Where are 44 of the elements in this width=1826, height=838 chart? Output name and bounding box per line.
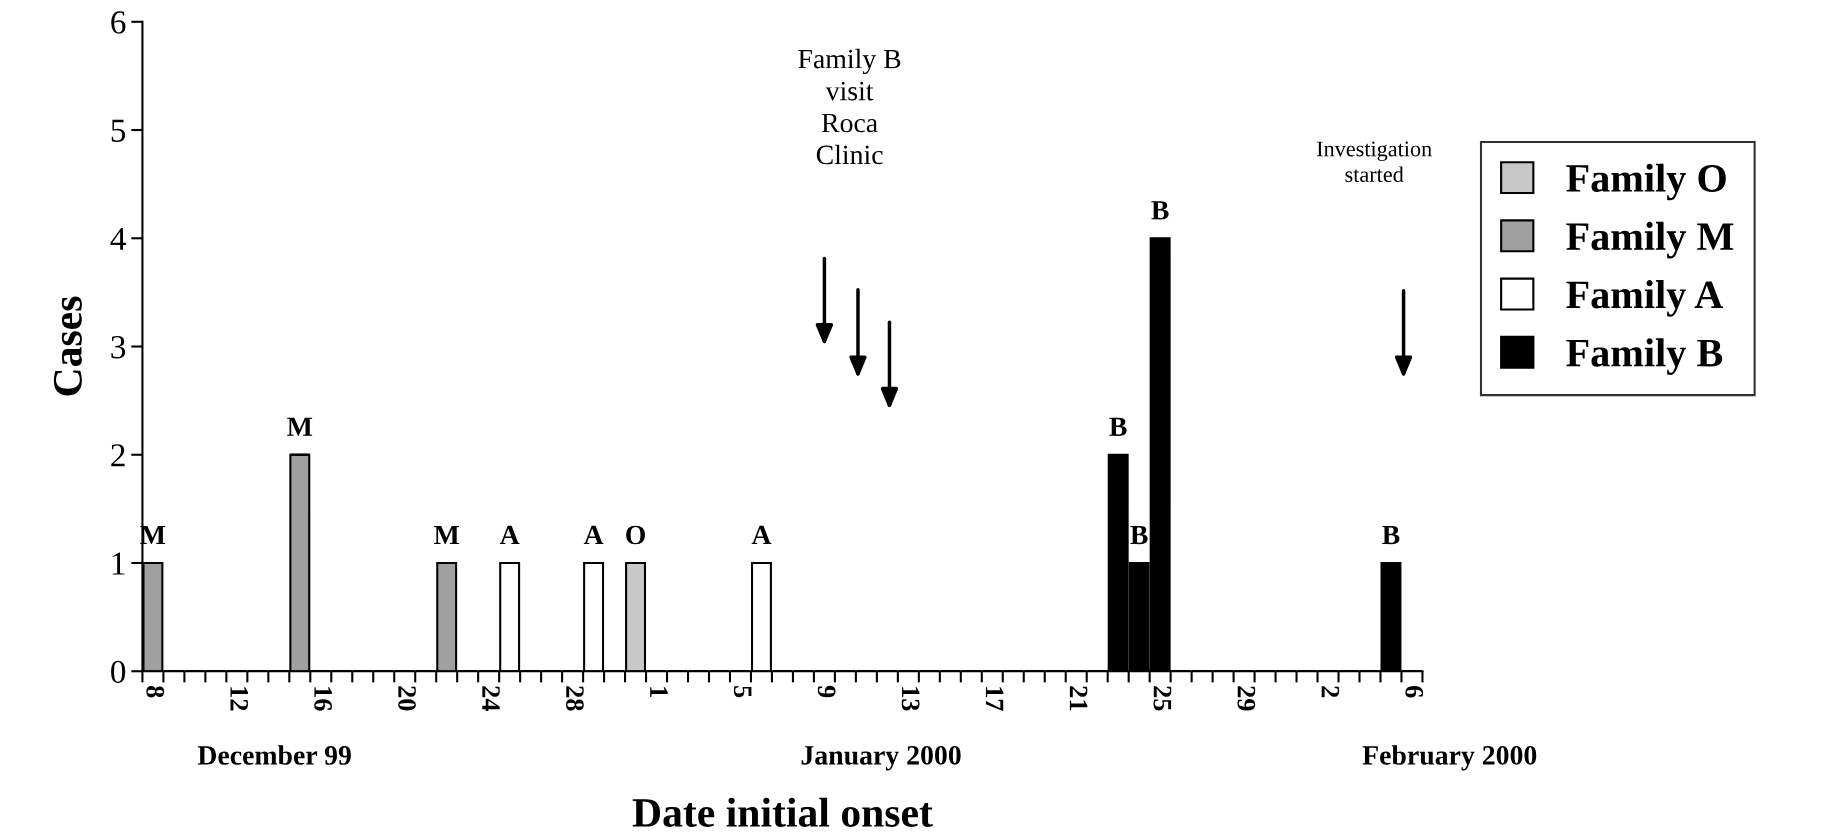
y-tick-label: 4	[110, 227, 126, 250]
x-tick-label: 16	[314, 687, 332, 711]
x-tick-label: 6	[1405, 686, 1424, 698]
x-tick-label: 13	[901, 687, 920, 711]
x-tick-label: 28	[566, 686, 584, 711]
x-tick-label: 5	[733, 686, 752, 698]
y-tick-label: 0	[111, 660, 126, 684]
data-label: B	[1109, 417, 1127, 436]
x-tick-label: 1	[650, 687, 668, 697]
y-tick-label: 1	[112, 552, 125, 575]
x-tick-label: 17	[985, 687, 1004, 711]
x-tick-label: 21	[1069, 686, 1088, 711]
data-label: B	[1151, 201, 1169, 220]
data-label: O	[626, 525, 645, 545]
y-tick-label: 5	[111, 119, 126, 142]
data-label: B	[1130, 525, 1148, 545]
data-label: B	[1382, 525, 1400, 545]
x-tick-label: 12	[230, 687, 248, 711]
data-label: A	[499, 525, 520, 545]
x-tick-label: 24	[482, 686, 500, 712]
data-label: M	[287, 417, 313, 436]
annotation: Investigation started	[1316, 141, 1432, 183]
data-label: A	[751, 525, 772, 545]
x-tick-label: 8	[146, 686, 165, 698]
x-tick-label: 9	[817, 685, 836, 698]
y-axis-title: Cases	[53, 296, 82, 396]
data-label: A	[583, 525, 604, 545]
y-tick-label: 3	[111, 336, 126, 359]
legend-label: Family B	[1566, 338, 1723, 375]
data-label: M	[434, 525, 459, 545]
x-tick-label: 20	[398, 686, 416, 711]
x-axis-title: Date initial onset	[632, 797, 933, 827]
y-tick-label: 6	[111, 11, 126, 34]
x-tick-label: 25	[1153, 686, 1172, 711]
text: December 99	[197, 745, 351, 765]
y-tick-label: 2	[111, 444, 125, 467]
legend-label: Family A	[1566, 280, 1724, 317]
x-tick-label: 29	[1237, 686, 1256, 711]
legend-label: Family O	[1566, 163, 1726, 201]
x-tick-label: 2	[1321, 686, 1340, 698]
annotation: Family B visit Roca Clinic	[798, 48, 901, 165]
text: January 2000	[801, 745, 961, 771]
text: February 2000	[1362, 745, 1537, 771]
legend-label: Family M	[1566, 221, 1734, 259]
